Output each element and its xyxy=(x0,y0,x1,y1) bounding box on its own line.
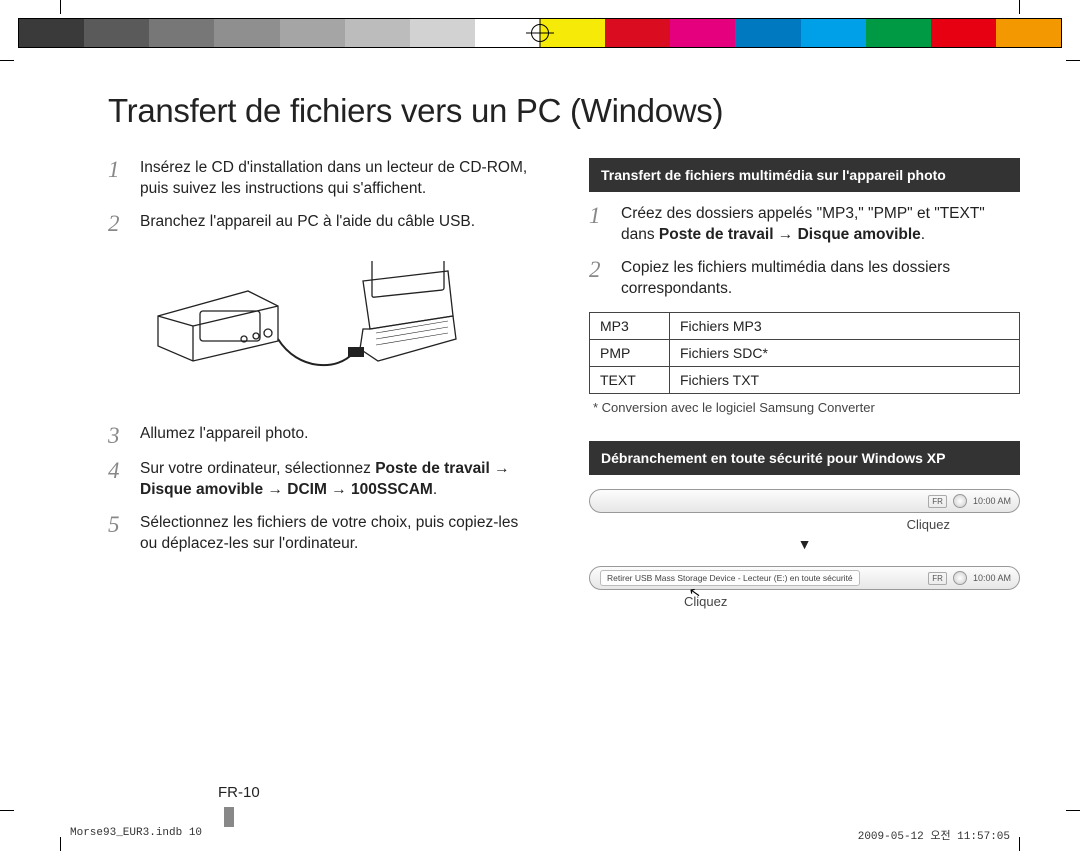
print-footer: Morse93_EUR3.indb 10 2009-05-12 오전 11:57… xyxy=(70,827,1010,843)
step-5: 5 Sélectionnez les fichiers de votre cho… xyxy=(108,513,539,555)
registration-mark-top xyxy=(526,19,554,47)
conversion-footnote: * Conversion avec le logiciel Samsung Co… xyxy=(593,400,1020,415)
tray-icon xyxy=(953,494,967,508)
footer-filename: Morse93_EUR3.indb 10 xyxy=(70,827,202,843)
page-number: FR-10 xyxy=(218,784,260,801)
taskbar-illustration-1: FR 10:00 AM xyxy=(589,489,1020,513)
tray-icon xyxy=(953,571,967,585)
down-arrow-icon: ▼ xyxy=(589,536,1020,552)
safe-unplug-heading: Débranchement en toute sécurité pour Win… xyxy=(589,441,1020,475)
right-column: Transfert de fichiers multimédia sur l'a… xyxy=(589,158,1020,613)
step-2: 2 Branchez l'appareil au PC à l'aide du … xyxy=(108,212,539,235)
click-label-1: Cliquez xyxy=(589,517,1020,532)
taskbar-illustration-2: Retirer USB Mass Storage Device - Lecteu… xyxy=(589,566,1020,590)
page-content: Transfert de fichiers vers un PC (Window… xyxy=(108,92,1020,791)
taskbar-clock: 10:00 AM xyxy=(973,496,1011,506)
right-step-1: 1 Créez des dossiers appelés "MP3," "PMP… xyxy=(589,204,1020,246)
step-4: 4 Sur votre ordinateur, sélectionnez Pos… xyxy=(108,459,539,501)
language-indicator: FR xyxy=(928,572,947,585)
step-1: 1 Insérez le CD d'installation dans un l… xyxy=(108,158,539,200)
windows-taskbar: Retirer USB Mass Storage Device - Lecteu… xyxy=(589,566,1020,590)
table-row: PMPFichiers SDC* xyxy=(590,339,1020,366)
page-title: Transfert de fichiers vers un PC (Window… xyxy=(108,92,1020,130)
table-row: TEXTFichiers TXT xyxy=(590,366,1020,393)
taskbar-clock: 10:00 AM xyxy=(973,573,1011,583)
camera-laptop-illustration xyxy=(138,261,458,401)
click-label-2: Cliquez xyxy=(589,594,1020,609)
footer-timestamp: 2009-05-12 오전 11:57:05 xyxy=(858,827,1010,843)
left-column: 1 Insérez le CD d'installation dans un l… xyxy=(108,158,539,613)
windows-taskbar: FR 10:00 AM xyxy=(589,489,1020,513)
file-types-table: MP3Fichiers MP3 PMPFichiers SDC* TEXTFic… xyxy=(589,312,1020,394)
remove-device-balloon: Retirer USB Mass Storage Device - Lecteu… xyxy=(600,570,860,586)
right-step-2: 2 Copiez les fichiers multimédia dans le… xyxy=(589,258,1020,300)
page-number-bar xyxy=(224,807,234,827)
language-indicator: FR xyxy=(928,495,947,508)
table-row: MP3Fichiers MP3 xyxy=(590,312,1020,339)
media-transfer-heading: Transfert de fichiers multimédia sur l'a… xyxy=(589,158,1020,192)
step-3: 3 Allumez l'appareil photo. xyxy=(108,424,539,447)
